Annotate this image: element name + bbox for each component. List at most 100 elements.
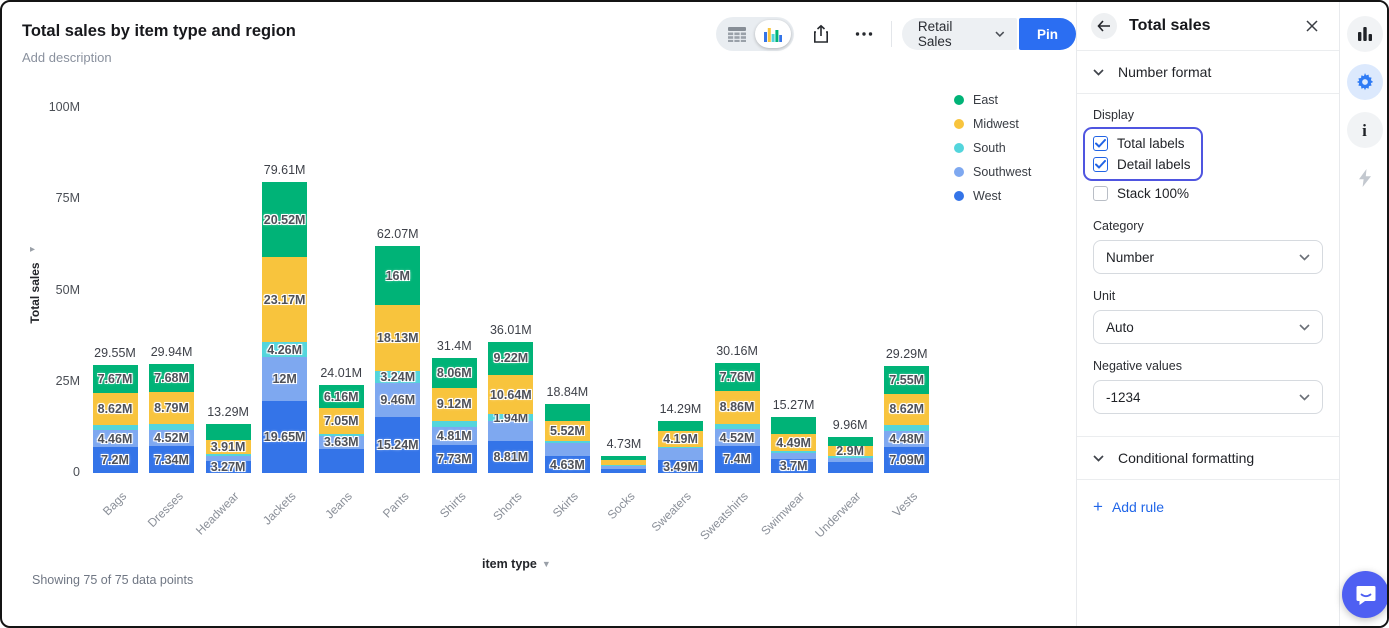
bar-segment-midwest[interactable]: 4.49M [771, 434, 816, 450]
bar-segment-east[interactable] [828, 437, 873, 446]
bar-segment-west[interactable]: 19.65M [262, 401, 307, 473]
bar-segment-east[interactable] [601, 456, 646, 461]
bar-segment-label: 4.49M [751, 436, 836, 450]
bar-segment-southwest[interactable]: 4.81M [432, 427, 477, 445]
bar-segment-south[interactable] [149, 424, 194, 430]
bar-total-label: 29.94M [127, 345, 217, 359]
bar-segment-east[interactable]: 8.06M [432, 358, 477, 387]
bar-segment-west[interactable]: 7.4M [715, 446, 760, 473]
app-window: Total sales by item type and region Add … [0, 0, 1389, 628]
chat-launcher-button[interactable] [1342, 571, 1389, 618]
bar-segment-south[interactable] [828, 456, 873, 457]
bar-segment-west[interactable]: 3.49M [658, 460, 703, 473]
bar-segment-south[interactable] [884, 425, 929, 431]
bar-segment-southwest[interactable]: 4.52M [149, 430, 194, 446]
bar-segment-southwest[interactable]: 4.48M [884, 431, 929, 447]
bar-segment-east[interactable] [658, 421, 703, 432]
stack-100-checkbox-row[interactable]: Stack 100% [1093, 183, 1323, 204]
legend-label: South [973, 141, 1006, 155]
bar-segment-west[interactable]: 7.34M [149, 446, 194, 473]
bar-segment-east[interactable]: 7.68M [149, 364, 194, 392]
bar-segment-midwest[interactable]: 23.17M [262, 257, 307, 342]
x-axis-title[interactable]: item type ▼ [482, 557, 551, 571]
bar-segment-east[interactable] [545, 404, 590, 421]
x-axis-label: Skirts [550, 489, 581, 520]
add-rule-button[interactable]: + Add rule [1093, 480, 1323, 533]
bar-segment-midwest[interactable]: 2.9M [828, 446, 873, 457]
number-format-section-header[interactable]: Number format [1077, 51, 1339, 94]
bar-segment-west[interactable]: 15.24M [375, 417, 420, 473]
rail-chart-button[interactable] [1347, 16, 1383, 52]
total-labels-checkbox-row[interactable]: Total labels [1093, 133, 1191, 154]
bar-segment-south[interactable] [771, 451, 816, 453]
bar-segment-midwest[interactable] [601, 460, 646, 465]
negative-values-select[interactable]: -1234 [1093, 380, 1323, 414]
stack-100-checkbox[interactable] [1093, 186, 1108, 201]
bar-segment-south[interactable]: 4.26M [262, 342, 307, 358]
bar-segment-east[interactable]: 7.76M [715, 363, 760, 391]
bar-segment-south[interactable] [601, 465, 646, 466]
unit-select[interactable]: Auto [1093, 310, 1323, 344]
bar-segment-south[interactable] [715, 424, 760, 430]
legend-label: Southwest [973, 165, 1031, 179]
bar-segment-midwest[interactable]: 9.12M [432, 388, 477, 421]
rail-bolt-button[interactable] [1347, 160, 1383, 196]
detail-labels-checkbox-row[interactable]: Detail labels [1093, 154, 1191, 175]
bar-segment-west[interactable]: 3.27M [206, 461, 251, 473]
bar-segment-southwest[interactable] [488, 421, 533, 441]
bar-segment-midwest[interactable]: 8.62M [93, 393, 138, 424]
bar-segment-west[interactable]: 7.09M [884, 447, 929, 473]
bar-segment-southwest[interactable] [601, 466, 646, 469]
category-select[interactable]: Number [1093, 240, 1323, 274]
bar-segment-southwest[interactable] [658, 448, 703, 460]
bar-segment-midwest[interactable]: 8.62M [884, 394, 929, 425]
bar-total-label: 31.4M [409, 339, 499, 353]
bar-segment-south[interactable]: 3.24M [375, 371, 420, 383]
bar-segment-east[interactable]: 6.16M [319, 385, 364, 407]
bar-segment-midwest[interactable]: 4.19M [658, 431, 703, 446]
bar-segment-midwest[interactable]: 18.13M [375, 305, 420, 371]
category-label: Category [1093, 219, 1323, 233]
bar-segment-west[interactable]: 8.81M [488, 441, 533, 473]
legend-item-midwest[interactable]: Midwest [954, 112, 1031, 136]
bar-segment-midwest[interactable]: 7.05M [319, 408, 364, 434]
rail-info-button[interactable]: i [1347, 112, 1383, 148]
bar-segment-southwest[interactable] [206, 456, 251, 461]
bar-segment-southwest[interactable] [771, 453, 816, 460]
conditional-formatting-section-header[interactable]: Conditional formatting [1077, 437, 1339, 480]
bar-segment-west[interactable] [601, 469, 646, 473]
legend-item-west[interactable]: West [954, 184, 1031, 208]
bar-segment-south[interactable] [432, 421, 477, 427]
bar-segment-south[interactable] [319, 434, 364, 436]
bar-segment-south[interactable] [658, 447, 703, 448]
bar-segment-west[interactable] [828, 462, 873, 473]
bar-segment-west[interactable]: 3.7M [771, 459, 816, 473]
bar-segment-west[interactable]: 7.73M [432, 445, 477, 473]
rail-settings-button[interactable] [1347, 64, 1383, 100]
bar-segment-west[interactable]: 7.2M [93, 447, 138, 473]
detail-labels-checkbox[interactable] [1093, 157, 1108, 172]
bar-segment-south[interactable] [93, 425, 138, 431]
bar-segment-east[interactable]: 16M [375, 246, 420, 304]
bar-segment-west[interactable]: 4.63M [545, 456, 590, 473]
bar-segment-south[interactable] [206, 454, 251, 456]
bar-segment-southwest[interactable]: 4.46M [93, 430, 138, 446]
bar-segment-east[interactable]: 7.67M [93, 365, 138, 393]
bar-segment-midwest[interactable]: 3.91M [206, 440, 251, 454]
close-button[interactable] [1299, 13, 1325, 39]
bar-segment-southwest[interactable] [828, 458, 873, 462]
legend-item-southwest[interactable]: Southwest [954, 160, 1031, 184]
bar-segment-southwest[interactable]: 9.46M [375, 383, 420, 418]
back-button[interactable] [1091, 13, 1117, 39]
bar-segment-southwest[interactable]: 4.52M [715, 429, 760, 445]
total-labels-checkbox[interactable] [1093, 136, 1108, 151]
legend-item-south[interactable]: South [954, 136, 1031, 160]
bar-segment-east[interactable]: 20.52M [262, 182, 307, 257]
bar-segment-south[interactable]: 1.94M [488, 414, 533, 421]
legend-item-east[interactable]: East [954, 88, 1031, 112]
bar-segment-west[interactable] [319, 449, 364, 473]
bar-segment-east[interactable]: 7.55M [884, 366, 929, 394]
bar-segment-southwest[interactable]: 3.63M [319, 436, 364, 449]
bar-segment-east[interactable]: 9.22M [488, 342, 533, 376]
bar-segment-east[interactable] [206, 424, 251, 439]
